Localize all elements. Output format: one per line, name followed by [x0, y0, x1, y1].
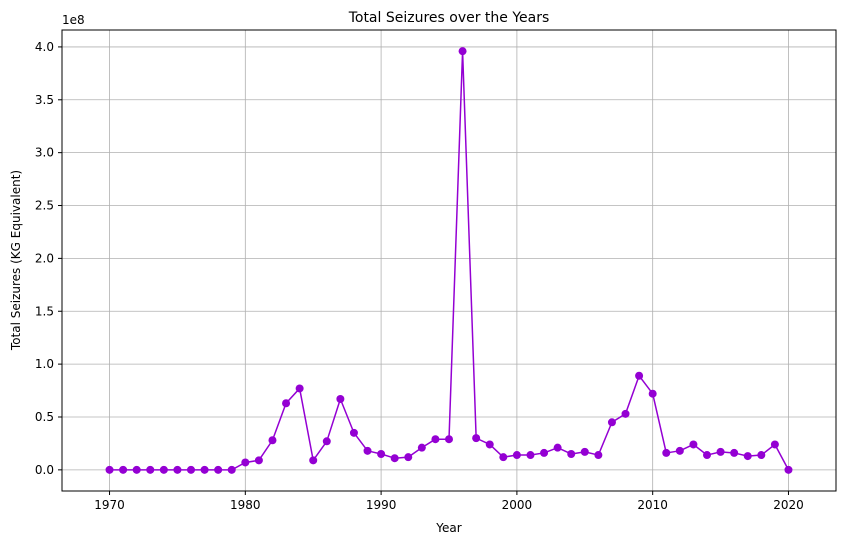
y-tick-label: 3.5	[35, 93, 54, 107]
data-point	[689, 440, 698, 449]
data-point	[472, 434, 481, 443]
x-axis-label: Year	[435, 521, 461, 535]
x-tick-label: 1980	[230, 498, 261, 512]
data-point	[499, 453, 508, 462]
x-tick-label: 2000	[502, 498, 533, 512]
grid	[62, 30, 836, 491]
y-tick-label: 4.0	[35, 40, 54, 54]
x-axis-ticks: 1970 1980 1990 2000 2010 2020	[94, 491, 804, 512]
data-point	[254, 456, 263, 465]
data-point	[119, 465, 128, 474]
data-series	[105, 47, 793, 474]
data-point	[282, 399, 291, 408]
data-point	[200, 465, 209, 474]
data-point	[105, 465, 114, 474]
data-point	[662, 448, 671, 457]
data-point	[716, 447, 725, 456]
data-point	[187, 465, 195, 474]
y-axis-offset-label: 1e8	[62, 13, 85, 27]
data-point	[336, 395, 345, 404]
y-tick-label: 1.0	[35, 357, 54, 371]
y-tick-label: 1.5	[35, 304, 54, 318]
data-point	[784, 465, 793, 474]
data-point	[322, 437, 331, 446]
x-tick-label: 2010	[637, 498, 668, 512]
chart-title: Total Seizures over the Years	[348, 10, 550, 26]
data-point	[159, 465, 168, 474]
y-tick-label: 0.5	[35, 410, 54, 424]
data-point	[377, 449, 386, 458]
data-point	[241, 458, 250, 467]
y-axis-label: Total Seizures (KG Equivalent)	[9, 170, 23, 351]
data-point	[580, 447, 589, 456]
data-point	[621, 409, 630, 418]
x-tick-label: 2020	[773, 498, 804, 512]
y-tick-label: 3.0	[35, 146, 54, 160]
data-point	[173, 465, 182, 474]
data-point	[675, 446, 684, 455]
data-point	[635, 371, 644, 380]
data-point	[512, 451, 521, 460]
data-point	[214, 465, 223, 474]
data-point	[770, 440, 779, 449]
data-point	[648, 389, 657, 398]
data-point	[607, 418, 616, 427]
data-point	[146, 465, 155, 474]
data-point	[404, 453, 413, 462]
data-point	[268, 436, 277, 445]
data-point	[485, 440, 494, 449]
data-point	[567, 449, 576, 458]
x-tick-label: 1970	[94, 498, 125, 512]
data-point	[757, 451, 766, 460]
data-point	[703, 451, 711, 460]
data-point	[540, 448, 549, 457]
data-point	[390, 454, 399, 463]
data-point	[227, 465, 236, 474]
plot-frame	[61, 29, 837, 492]
y-axis-ticks: 0.0 0.5 1.0 1.5 2.0 2.5 3.0 3.5 4.0	[35, 40, 62, 477]
data-point	[349, 428, 358, 437]
data-point	[431, 435, 440, 444]
data-point	[363, 446, 372, 455]
data-point	[295, 384, 304, 393]
data-point	[417, 443, 426, 452]
y-tick-label: 2.0	[35, 251, 54, 265]
data-point	[526, 451, 535, 460]
data-point	[730, 448, 739, 457]
y-tick-label: 0.0	[35, 463, 54, 477]
data-point	[553, 443, 562, 452]
data-point	[309, 456, 318, 465]
data-point	[743, 452, 752, 461]
data-point	[458, 47, 467, 56]
data-point	[594, 451, 603, 460]
data-point	[445, 435, 453, 444]
data-point	[132, 465, 141, 474]
y-tick-label: 2.5	[35, 199, 54, 213]
x-tick-label: 1990	[366, 498, 397, 512]
